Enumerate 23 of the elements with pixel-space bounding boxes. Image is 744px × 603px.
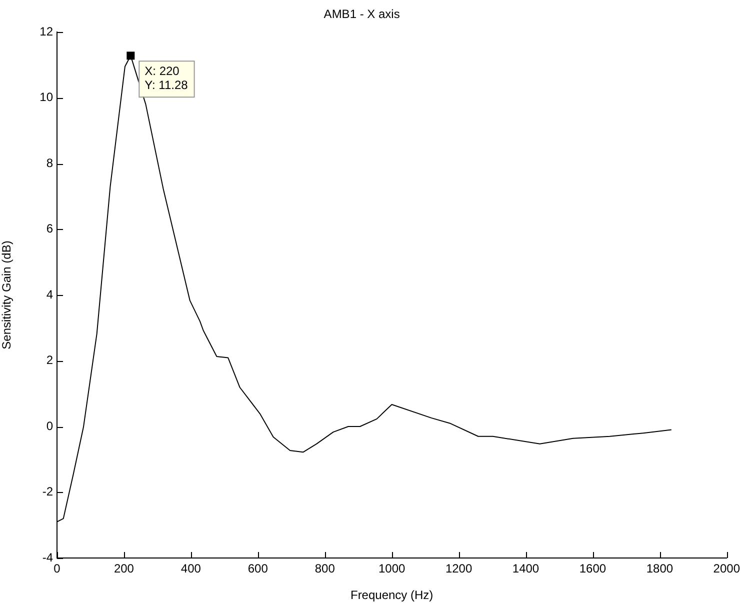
x-tick-label: 200 <box>114 562 134 576</box>
x-tick-label: 1600 <box>579 562 606 576</box>
x-tick-label: 1400 <box>512 562 540 576</box>
x-tick-label: 1800 <box>646 562 674 576</box>
x-tick-label: 400 <box>180 562 202 576</box>
y-tick-label: -2 <box>42 484 54 499</box>
y-tick-label: 10 <box>40 90 54 104</box>
y-tick-label: -4 <box>42 550 54 564</box>
annotation: X: 220 Y: 11.28 <box>144 64 188 92</box>
chart-title: AMB1 - X axis <box>324 7 400 21</box>
x-tick-label: 800 <box>314 562 336 576</box>
y-tick-label: 12 <box>40 24 54 38</box>
y-tick-label: 2 <box>46 353 54 368</box>
x-tick-label: 1000 <box>378 562 406 576</box>
y-tick-label: 0 <box>46 418 54 433</box>
y-tick-label: 8 <box>46 156 54 170</box>
y-axis-title: Sensitivity Gain (dB) <box>0 240 14 350</box>
x-tick-label: 600 <box>248 562 268 576</box>
x-axis-title: Frequency (Hz) <box>350 588 434 602</box>
y-tick-label: 6 <box>46 222 54 236</box>
x-tick-label: 1200 <box>445 562 472 576</box>
y-tick-label: 4 <box>46 287 54 302</box>
x-tick-label: 2000 <box>713 562 740 576</box>
